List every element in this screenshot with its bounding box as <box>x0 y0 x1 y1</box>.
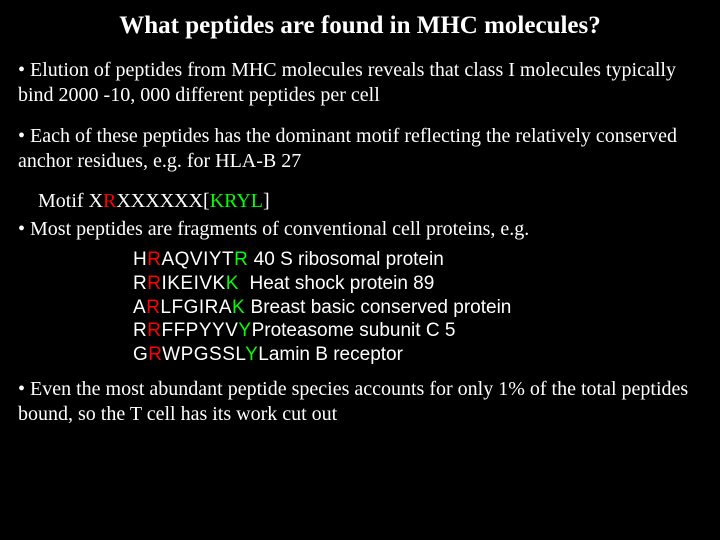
protein-name: 40 S ribosomal protein <box>254 248 444 272</box>
residue: LFGIRA <box>160 297 232 318</box>
peptide-row: RRIKEIVKK Heat shock protein 89 <box>133 272 702 296</box>
peptide-row: HRAQVIYTR 40 S ribosomal protein <box>133 248 702 272</box>
bullet-1: • Elution of peptides from MHC molecules… <box>18 58 702 108</box>
residue: R <box>133 273 147 294</box>
peptide-sequence: RRIKEIVKK <box>133 272 239 296</box>
residue: R <box>147 273 161 294</box>
motif-label: Motif <box>38 190 89 212</box>
spacer <box>239 273 250 294</box>
motif-p1: X <box>89 190 103 212</box>
motif-p3: XXXXXX[ <box>116 190 209 212</box>
residue: R <box>146 297 160 318</box>
residue: Y <box>245 344 258 365</box>
residue: K <box>226 273 239 294</box>
residue: R <box>147 320 161 341</box>
bullet-3: • Most peptides are fragments of convent… <box>18 217 702 242</box>
residue: G <box>133 344 148 365</box>
residue: FFPYYV <box>161 320 238 341</box>
peptide-sequence: RRFFPYYVY <box>133 319 252 343</box>
motif-p4-anchor: KRYL <box>210 190 263 212</box>
residue: AQVIYT <box>161 249 234 270</box>
residue: R <box>133 320 147 341</box>
residue: K <box>232 297 245 318</box>
motif-p2-anchor: R <box>103 190 116 212</box>
motif-p5: ] <box>263 190 270 212</box>
residue: A <box>133 297 146 318</box>
residue: WPGSSL <box>162 344 245 365</box>
residue: R <box>148 344 162 365</box>
bullet-2: • Each of these peptides has the dominan… <box>18 124 702 174</box>
protein-name: Lamin B receptor <box>258 343 403 367</box>
peptide-examples: HRAQVIYTR 40 S ribosomal proteinRRIKEIVK… <box>133 248 702 367</box>
peptide-row: ARLFGIRAK Breast basic conserved protein <box>133 296 702 320</box>
peptide-row: GRWPGSSLYLamin B receptor <box>133 343 702 367</box>
residue: H <box>133 249 147 270</box>
protein-name: Heat shock protein 89 <box>249 272 434 296</box>
peptide-sequence: GRWPGSSLY <box>133 343 258 367</box>
slide-title: What peptides are found in MHC molecules… <box>18 12 702 40</box>
peptide-sequence: ARLFGIRAK <box>133 296 245 320</box>
peptide-row: RRFFPYYVYProteasome subunit C 5 <box>133 319 702 343</box>
bullet-4: • Even the most abundant peptide species… <box>18 377 702 427</box>
protein-name: Breast basic conserved protein <box>251 296 512 320</box>
protein-name: Proteasome subunit C 5 <box>252 319 456 343</box>
peptide-sequence: HRAQVIYTR <box>133 248 248 272</box>
residue: IKEIVK <box>161 273 225 294</box>
residue: Y <box>238 320 251 341</box>
residue: R <box>147 249 161 270</box>
residue: R <box>234 249 248 270</box>
motif-line: Motif XRXXXXXX[KRYL] <box>38 190 702 213</box>
